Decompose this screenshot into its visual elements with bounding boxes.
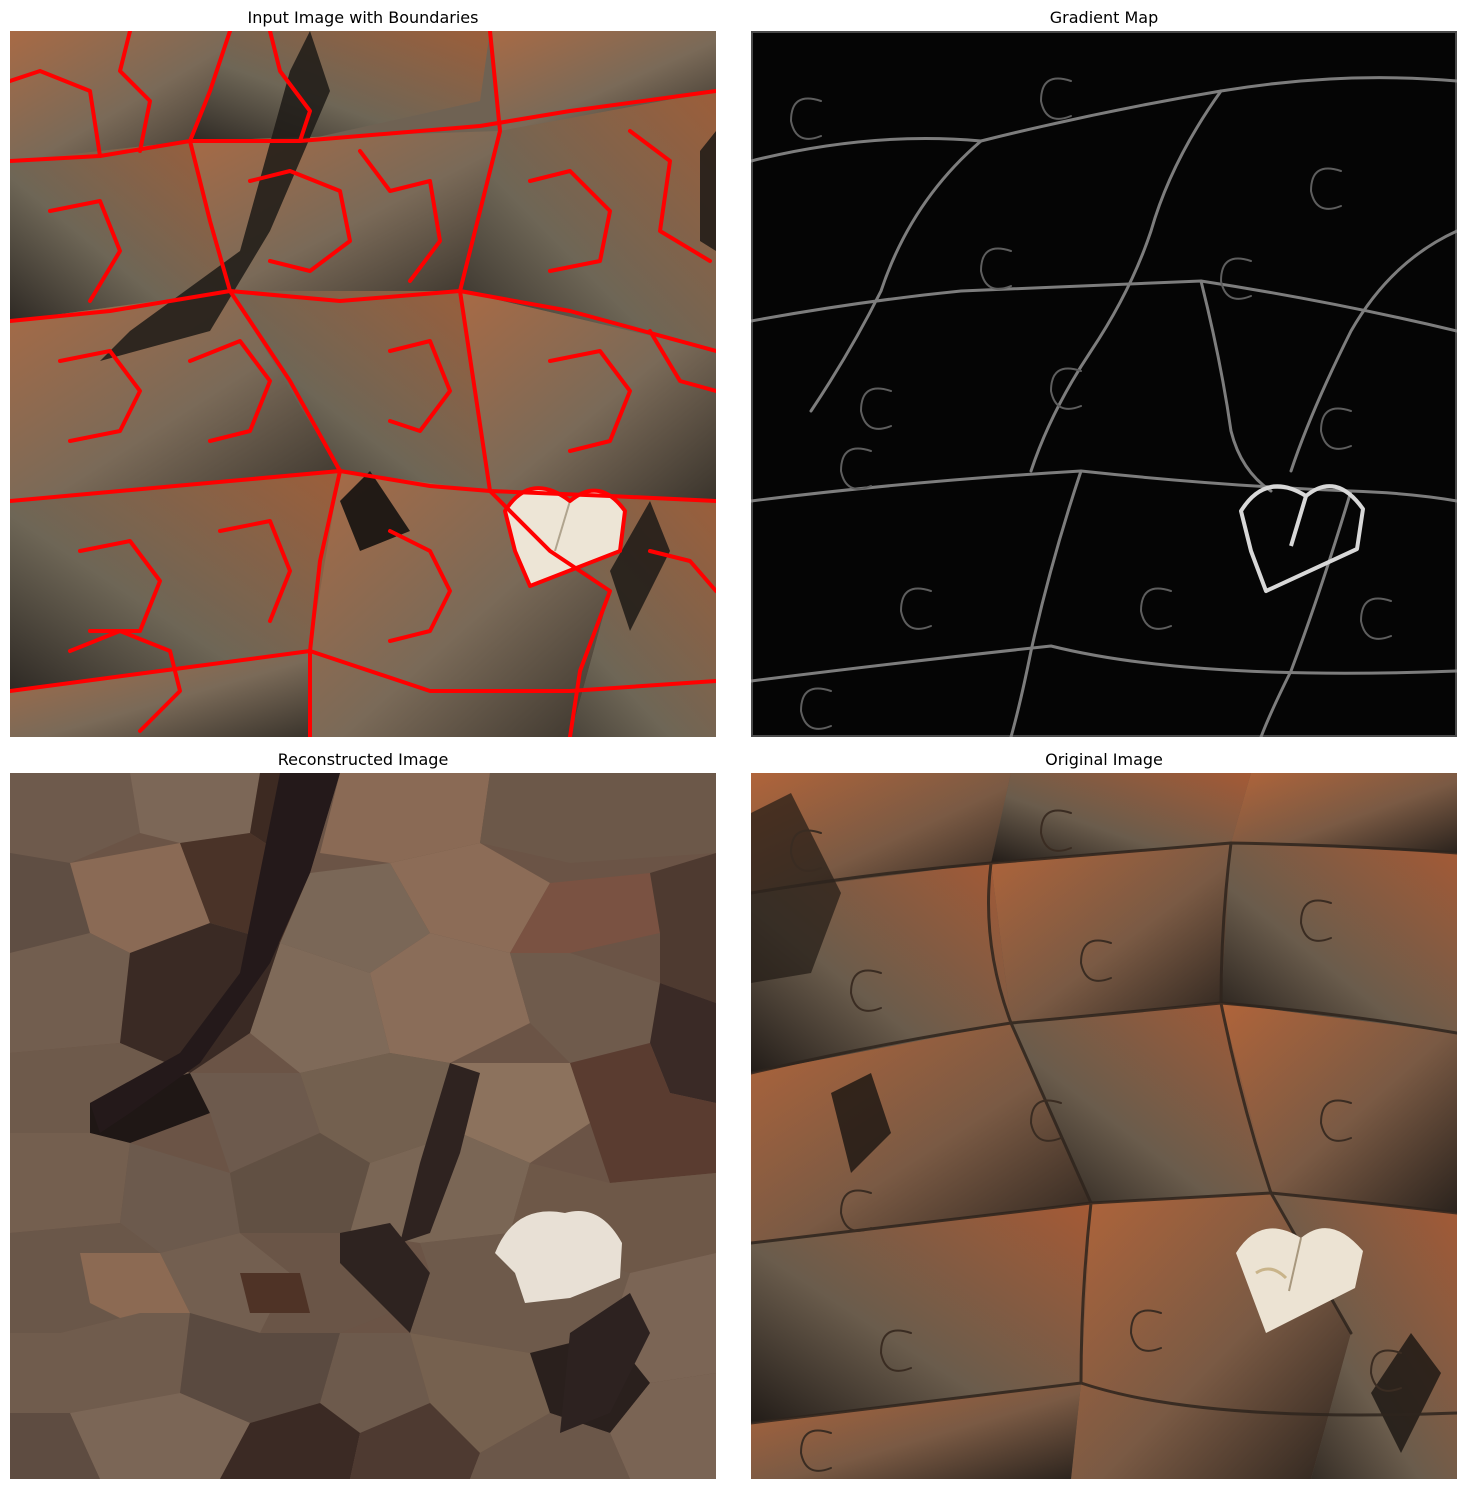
original-image	[751, 773, 1457, 1479]
panel-title-original: Original Image	[1045, 750, 1163, 769]
original-image-svg	[751, 773, 1457, 1479]
gradient-map-svg	[751, 31, 1457, 737]
panel-title-gradient: Gradient Map	[1049, 8, 1159, 27]
panel-title-reconstructed: Reconstructed Image	[277, 750, 449, 769]
gradient-map-image	[751, 31, 1457, 737]
panel-title-input: Input Image with Boundaries	[247, 8, 479, 27]
reconstructed-image-svg	[10, 773, 716, 1479]
input-image-svg	[10, 31, 716, 737]
reconstructed-image	[10, 773, 716, 1479]
input-image-with-boundaries	[10, 31, 716, 737]
